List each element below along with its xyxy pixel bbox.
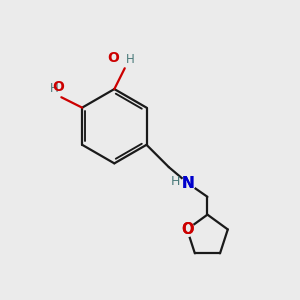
Text: H: H <box>171 175 180 188</box>
Text: H: H <box>126 53 135 66</box>
Text: H: H <box>50 82 59 95</box>
Text: O: O <box>107 51 119 65</box>
Text: O: O <box>181 222 193 237</box>
Text: N: N <box>182 176 194 191</box>
Text: O: O <box>52 80 64 94</box>
Text: N: N <box>182 176 194 191</box>
Text: O: O <box>181 222 193 237</box>
